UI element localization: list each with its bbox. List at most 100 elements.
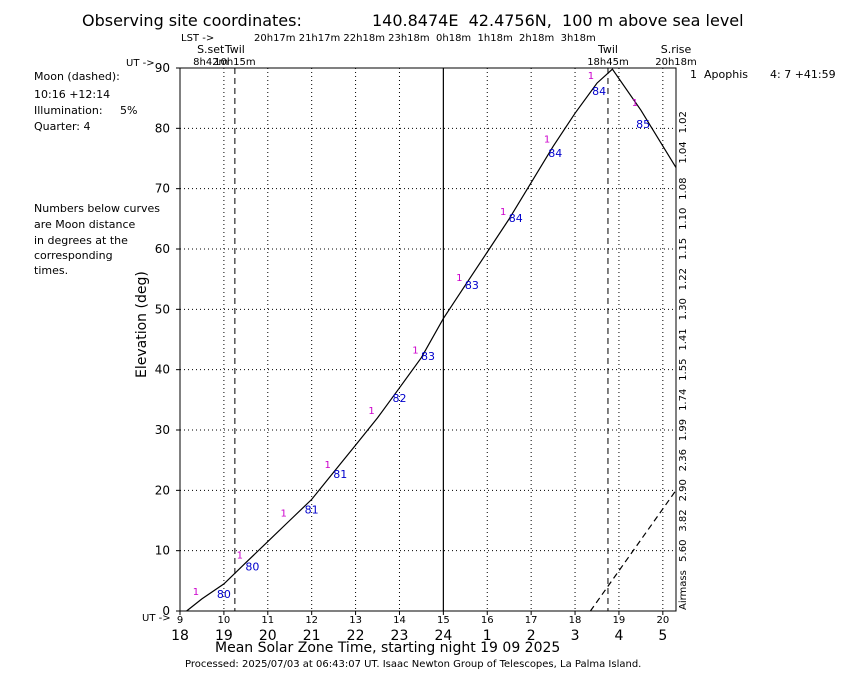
local-time-tick-label: 20	[259, 628, 277, 644]
local-time-tick-label: 19	[215, 628, 233, 644]
ut-tick-label: 19	[613, 615, 626, 626]
target-marker: 1	[544, 134, 550, 145]
ut-tick-label: 17	[525, 615, 538, 626]
y-tick-label: 50	[155, 302, 170, 316]
airmass-tick-label: 1.15	[678, 238, 689, 260]
site-value: 140.8474E 42.4756N, 100 m above sea leve…	[372, 11, 744, 30]
ut-tick-label: 15	[437, 615, 450, 626]
local-time-tick-label: 3	[571, 628, 580, 644]
moon-distance-label: 85	[636, 118, 650, 131]
ut-tick-label: 12	[305, 615, 318, 626]
event-labels: S.set8h42mTwil10h15mTwil18h45mS.rise20h1…	[193, 43, 697, 68]
ut-tick-label: 18	[569, 615, 582, 626]
x-axis-ticks: 9 18 10 19 11 20 12 21 13 22 14 23 15 24 16 1 17 2 18 3 19 4 2…	[171, 611, 669, 644]
moon-distance-label: 84	[592, 85, 606, 98]
moon-curve	[589, 489, 677, 612]
moon-distance-label: 83	[465, 279, 479, 292]
airmass-tick-label: 2.90	[678, 479, 689, 501]
airmass-tick-label: 1.41	[678, 328, 689, 350]
y-tick-label: 40	[155, 363, 170, 377]
event-lines	[234, 68, 609, 611]
y-tick-label: 20	[155, 483, 170, 497]
moon-quarter: Quarter: 4	[34, 120, 91, 133]
target-marker: 1	[456, 273, 462, 284]
target-marker: 1	[281, 509, 287, 520]
airmass-label: Airmass	[678, 570, 689, 610]
moon-title: Moon (dashed):	[34, 70, 120, 83]
y-tick-label: 10	[155, 544, 170, 558]
moon-distance-label: 82	[392, 392, 406, 405]
event-time: 20h18m	[655, 57, 697, 68]
local-time-tick-label: 1	[483, 628, 492, 644]
ut-tick-label: 14	[393, 615, 406, 626]
target-curve	[186, 68, 677, 612]
airmass-tick-label: 3.82	[678, 509, 689, 531]
event-name: S.set	[197, 43, 225, 56]
event-name: Twil	[597, 43, 618, 56]
event-time: 8h42m	[193, 57, 228, 68]
moon-distance-label: 83	[421, 350, 435, 363]
airmass-tick-label: 1.30	[678, 298, 689, 320]
y-tick-label: 60	[155, 242, 170, 256]
target-marker: 1	[500, 207, 506, 218]
y-axis-ticks: 0 10 20 30 40 50 60 70 80 90	[155, 61, 180, 618]
y-tick-label: 90	[155, 61, 170, 75]
target-coords: 4: 7 +41:59	[770, 68, 836, 81]
local-time-tick-label: 23	[391, 628, 409, 644]
lst-label: LST ->	[181, 33, 214, 44]
moon-distance-label: 81	[333, 468, 347, 481]
target-name: Apophis	[704, 68, 748, 81]
y-tick-label: 80	[155, 121, 170, 135]
note-line: times.	[34, 264, 68, 277]
moon-distance-label: 80	[217, 588, 231, 601]
local-time-tick-label: 21	[303, 628, 321, 644]
moon-distance-label: 80	[245, 560, 259, 573]
target-marker: 1	[193, 587, 199, 598]
local-time-tick-label: 5	[658, 628, 667, 644]
target-marker: 1	[632, 98, 638, 109]
target-id: 1	[690, 68, 697, 81]
ut-tick-label: 9	[177, 615, 183, 626]
ut-tick-label: 16	[481, 615, 494, 626]
moon-illumination-label: Illumination:	[34, 104, 103, 117]
plot-frame	[179, 67, 677, 612]
airmass-axis: 1.02 1.04 1.08 1.10 1.15 1.22 1.30 1.41 1.55 1.74…	[678, 111, 689, 562]
local-time-tick-label: 4	[614, 628, 623, 644]
ut-bottom-label: UT ->	[142, 613, 171, 624]
note-line: Numbers below curves	[34, 202, 160, 215]
curves	[186, 68, 677, 612]
moon-distance-label: 84	[509, 212, 523, 225]
moon-distance-label: 81	[305, 503, 319, 516]
airmass-tick-label: 2.36	[678, 449, 689, 471]
airmass-tick-label: 1.55	[678, 359, 689, 381]
event-name: Twil	[224, 43, 245, 56]
ut-tick-label: 11	[261, 615, 274, 626]
airmass-tick-label: 1.74	[678, 389, 689, 411]
target-marker: 1	[368, 406, 374, 417]
note-line: in degrees at the	[34, 234, 128, 247]
airmass-tick-label: 1.02	[678, 111, 689, 133]
note-line: are Moon distance	[34, 218, 136, 231]
event-time: 18h45m	[587, 57, 629, 68]
y-axis-label: Elevation (deg)	[134, 271, 150, 378]
target-marker: 1	[588, 71, 594, 82]
ut-top-label: UT ->	[126, 58, 155, 69]
airmass-tick-label: 1.08	[678, 178, 689, 200]
y-tick-label: 70	[155, 182, 170, 196]
x-axis-label: Mean Solar Zone Time, starting night 19 …	[215, 640, 560, 656]
local-time-tick-label: 24	[434, 628, 452, 644]
moon-times: 10:16 +12:14	[34, 88, 110, 101]
target-marker: 1	[237, 551, 243, 562]
ut-tick-label: 20	[656, 615, 669, 626]
lst-values: 20h17m 21h17m 22h18m 23h18m 0h18m 1h18m …	[254, 33, 596, 44]
event-time: 10h15m	[214, 57, 256, 68]
moon-illumination-value: 5%	[120, 104, 137, 117]
y-tick-label: 30	[155, 423, 170, 437]
airmass-tick-label: 1.99	[678, 419, 689, 441]
note-line: corresponding	[34, 249, 113, 262]
local-time-tick-label: 2	[527, 628, 536, 644]
y-tick-label: 0	[162, 604, 170, 618]
